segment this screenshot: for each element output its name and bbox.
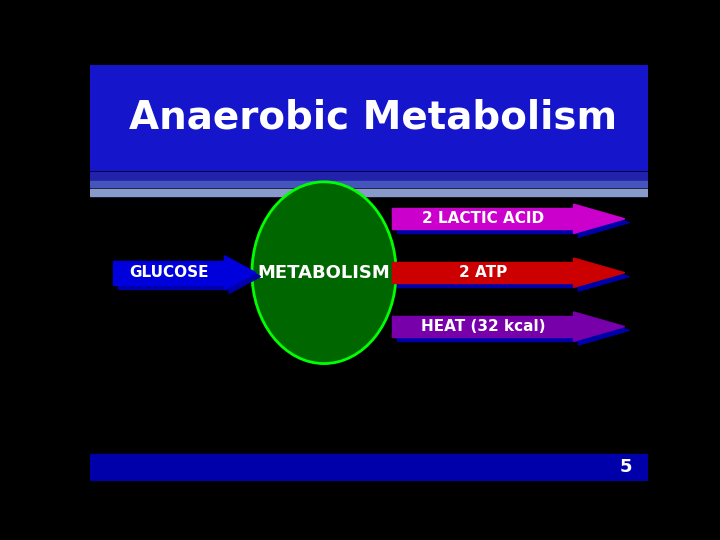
Bar bbox=[392, 208, 574, 230]
Ellipse shape bbox=[252, 182, 396, 363]
Polygon shape bbox=[578, 262, 629, 291]
Text: 2 LACTIC ACID: 2 LACTIC ACID bbox=[422, 211, 544, 226]
Bar bbox=[90, 189, 648, 195]
Text: HEAT (32 kcal): HEAT (32 kcal) bbox=[420, 319, 545, 334]
Bar bbox=[397, 320, 578, 341]
Bar bbox=[90, 65, 648, 170]
Bar bbox=[90, 172, 648, 179]
Text: METABOLISM: METABOLISM bbox=[258, 264, 390, 282]
Bar bbox=[397, 266, 578, 287]
Polygon shape bbox=[578, 208, 629, 237]
Polygon shape bbox=[574, 312, 625, 341]
Polygon shape bbox=[574, 204, 625, 233]
Polygon shape bbox=[574, 258, 625, 287]
Polygon shape bbox=[229, 260, 261, 294]
Polygon shape bbox=[225, 256, 256, 289]
Bar bbox=[392, 316, 574, 337]
Polygon shape bbox=[578, 316, 629, 345]
Bar bbox=[90, 181, 648, 187]
Text: 2 ATP: 2 ATP bbox=[459, 265, 507, 280]
Bar bbox=[118, 265, 229, 289]
Bar bbox=[90, 454, 648, 481]
Text: 5: 5 bbox=[620, 458, 632, 476]
Text: Anaerobic Metabolism: Anaerobic Metabolism bbox=[129, 98, 617, 137]
Bar bbox=[113, 260, 225, 285]
Bar bbox=[397, 212, 578, 233]
Bar bbox=[392, 262, 574, 284]
Text: GLUCOSE: GLUCOSE bbox=[129, 265, 209, 280]
